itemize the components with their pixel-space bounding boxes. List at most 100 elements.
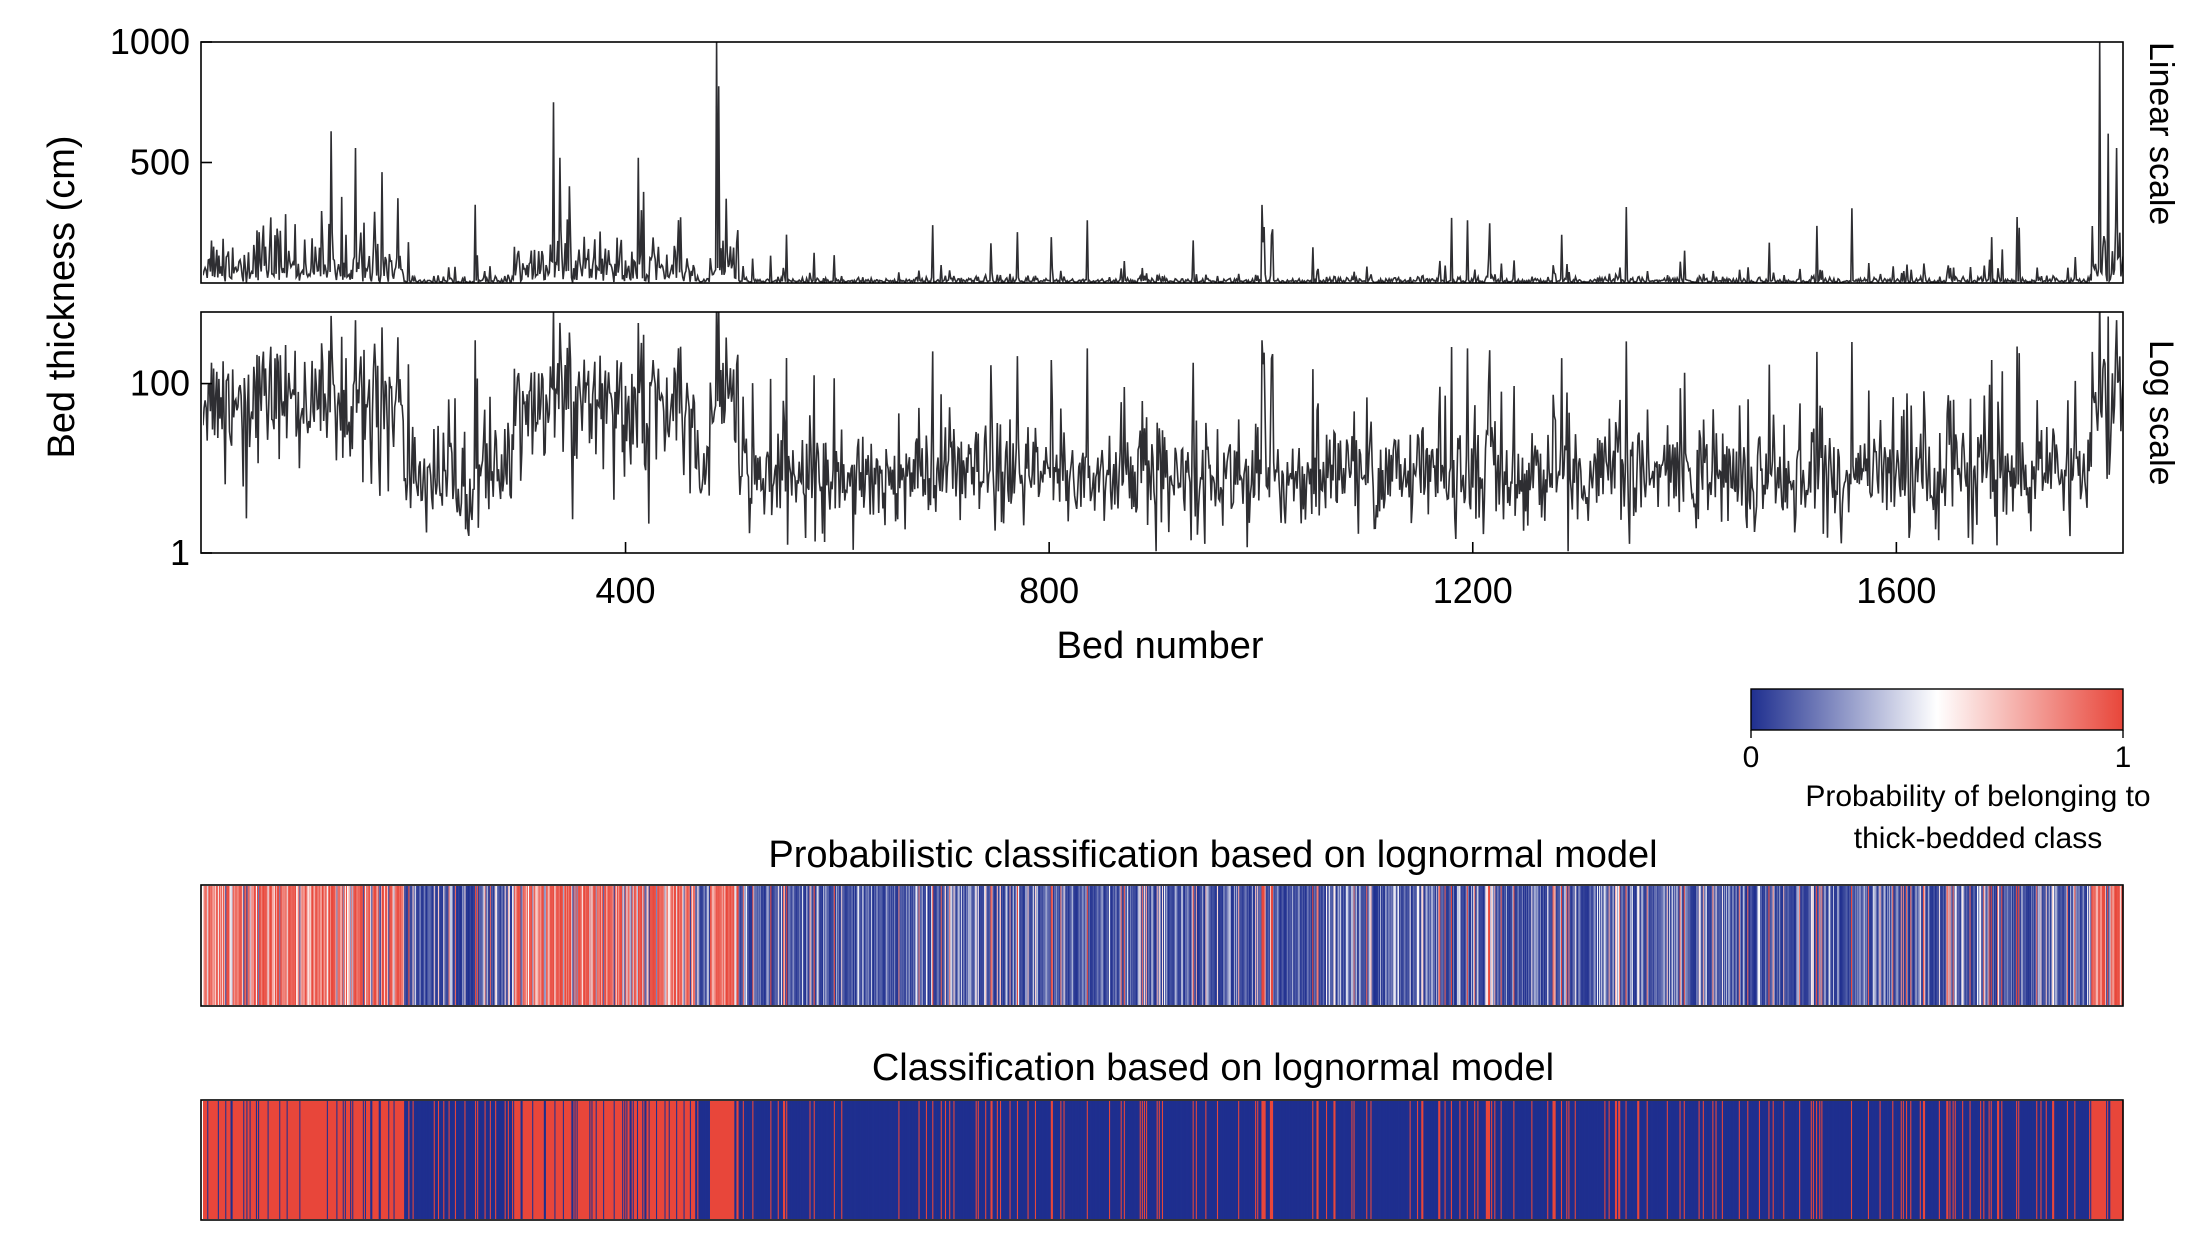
probability-cell bbox=[1951, 886, 1954, 1005]
probability-cell bbox=[1870, 886, 1872, 1005]
class-cell bbox=[315, 1101, 317, 1219]
probability-cell bbox=[2072, 886, 2074, 1005]
class-cell bbox=[646, 1101, 649, 1219]
class-cell bbox=[328, 1101, 331, 1219]
probability-cell bbox=[497, 886, 499, 1005]
probability-cell bbox=[1473, 886, 1475, 1005]
probability-cell bbox=[511, 886, 513, 1005]
probability-cell bbox=[1332, 886, 1335, 1005]
probability-cell bbox=[930, 886, 932, 1005]
probability-cell bbox=[1462, 886, 1465, 1005]
class-cell bbox=[614, 1101, 617, 1219]
probability-cell bbox=[2105, 886, 2107, 1005]
probability-cell bbox=[1973, 886, 1976, 1005]
class-cell bbox=[533, 1101, 535, 1219]
class-cell bbox=[1732, 1101, 1735, 1219]
probability-cell bbox=[490, 886, 493, 1005]
class-cell bbox=[1101, 1101, 1104, 1219]
class-cell bbox=[1394, 1101, 1397, 1219]
probability-cell bbox=[424, 886, 426, 1005]
probability-cell bbox=[1936, 886, 1939, 1005]
class-cell bbox=[1266, 1101, 1269, 1219]
probability-cell bbox=[2071, 886, 2073, 1005]
class-cell bbox=[254, 1101, 257, 1219]
probability-cell bbox=[987, 886, 989, 1005]
probability-cell bbox=[895, 886, 897, 1005]
probability-cell bbox=[1527, 886, 1529, 1005]
class-cell bbox=[1886, 1101, 1889, 1219]
class-cell bbox=[367, 1101, 369, 1219]
probability-cell bbox=[502, 886, 505, 1005]
class-cell bbox=[1151, 1101, 1154, 1219]
class-cell bbox=[731, 1101, 733, 1219]
class-cell bbox=[644, 1101, 647, 1219]
class-cell bbox=[485, 1101, 488, 1219]
class-cell bbox=[663, 1101, 666, 1219]
class-cell bbox=[899, 1101, 902, 1219]
probability-cell bbox=[1301, 886, 1304, 1005]
class-cell bbox=[554, 1101, 557, 1219]
class-cell bbox=[620, 1101, 622, 1219]
class-cell bbox=[1677, 1101, 1680, 1219]
probability-cell bbox=[1677, 886, 1680, 1005]
probability-cell bbox=[1224, 886, 1227, 1005]
class-cell bbox=[505, 1101, 508, 1219]
class-cell bbox=[1201, 1101, 1203, 1219]
probability-cell bbox=[1932, 886, 1935, 1005]
class-cell bbox=[1613, 1101, 1616, 1219]
class-cell bbox=[1492, 1101, 1494, 1219]
class-cell bbox=[1862, 1101, 1865, 1219]
class-cell bbox=[1420, 1101, 1422, 1219]
probability-cell bbox=[1611, 886, 1614, 1005]
class-cell bbox=[793, 1101, 796, 1219]
class-cell bbox=[372, 1101, 375, 1219]
class-cell bbox=[2046, 1101, 2049, 1219]
probability-cell bbox=[1632, 886, 1635, 1005]
probability-cell bbox=[226, 886, 228, 1005]
probability-cell bbox=[2024, 886, 2027, 1005]
class-cell bbox=[781, 1101, 784, 1219]
probability-cell bbox=[1266, 886, 1269, 1005]
class-cell bbox=[1499, 1101, 1502, 1219]
class-cell bbox=[2069, 1101, 2071, 1219]
class-cell bbox=[1971, 1101, 1974, 1219]
class-cell bbox=[1208, 1101, 1211, 1219]
class-cell bbox=[320, 1101, 323, 1219]
probability-cell bbox=[1586, 886, 1589, 1005]
probability-cell bbox=[943, 886, 946, 1005]
class-cell bbox=[1400, 1101, 1402, 1219]
class-cell bbox=[526, 1101, 529, 1219]
probability-cell bbox=[1155, 886, 1158, 1005]
probability-cell bbox=[454, 886, 457, 1005]
class-cell bbox=[1193, 1101, 1196, 1219]
class-cell bbox=[374, 1101, 377, 1219]
class-cell bbox=[1493, 1101, 1495, 1219]
probability-cell bbox=[1383, 886, 1385, 1005]
class-cell bbox=[1460, 1101, 1463, 1219]
probability-cell bbox=[740, 886, 743, 1005]
probability-cell bbox=[1669, 886, 1672, 1005]
class-cell bbox=[452, 1101, 455, 1219]
probability-cell bbox=[548, 886, 550, 1005]
class-cell bbox=[1951, 1101, 1954, 1219]
class-cell bbox=[1013, 1101, 1016, 1219]
class-cell bbox=[1754, 1101, 1757, 1219]
class-cell bbox=[1057, 1101, 1059, 1219]
class-cell bbox=[1214, 1101, 1217, 1219]
class-cell bbox=[1106, 1101, 1109, 1219]
probability-cell bbox=[1721, 886, 1724, 1005]
class-cell bbox=[1631, 1101, 1634, 1219]
probability-cell bbox=[1877, 886, 1880, 1005]
probability-cell bbox=[1347, 886, 1349, 1005]
class-cell bbox=[1947, 1101, 1949, 1219]
probability-cell bbox=[234, 886, 237, 1005]
class-cell bbox=[2083, 1101, 2086, 1219]
class-cell bbox=[1980, 1101, 1982, 1219]
class-cell bbox=[1683, 1101, 1686, 1219]
class-cell bbox=[1844, 1101, 1847, 1219]
class-cell bbox=[1884, 1101, 1887, 1219]
class-cell bbox=[377, 1101, 380, 1219]
probability-cell bbox=[295, 886, 297, 1005]
probability-cell bbox=[1463, 886, 1466, 1005]
x-tick-label: 1200 bbox=[1433, 570, 1513, 611]
